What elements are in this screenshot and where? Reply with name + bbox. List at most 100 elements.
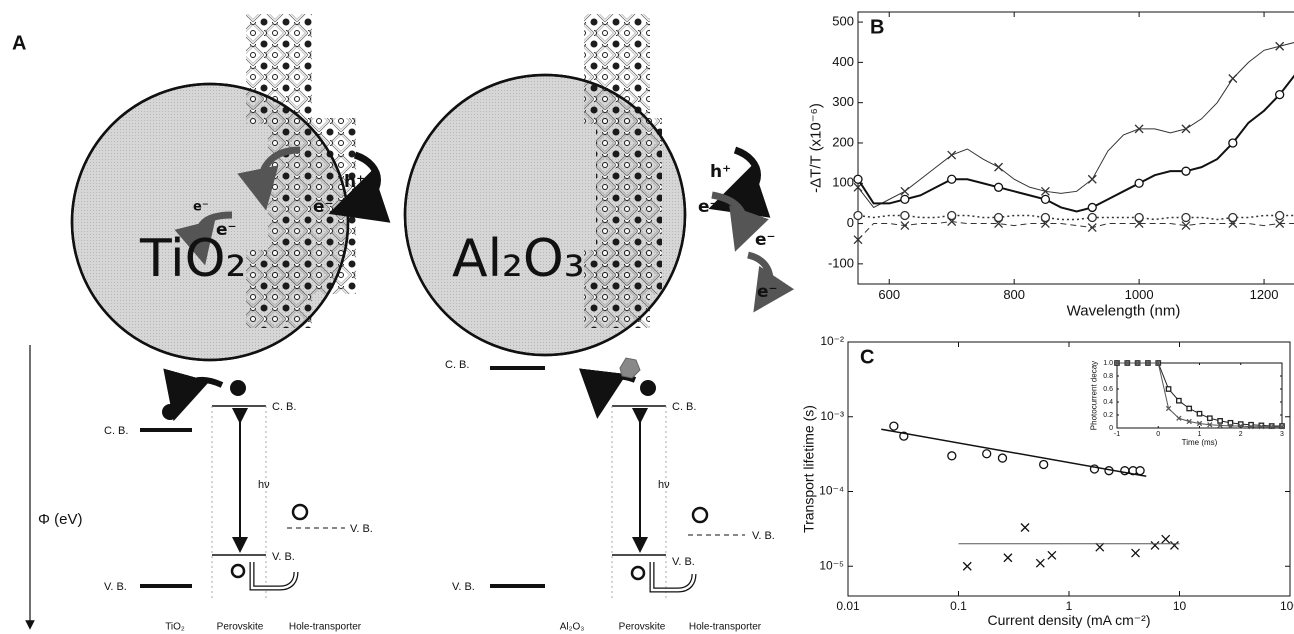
- marker: [1196, 420, 1203, 427]
- marker: [1258, 424, 1265, 430]
- y-tick-label: 1.0: [1103, 360, 1113, 367]
- layer-label: TiO₂: [165, 622, 185, 633]
- marker: [1181, 221, 1191, 231]
- marker: [853, 210, 863, 221]
- marker: [853, 174, 863, 184]
- x-tick-label: 100: [1280, 599, 1294, 613]
- marker: [1181, 166, 1191, 176]
- marker: [1047, 550, 1057, 560]
- marker: [1186, 405, 1193, 412]
- series-line: [857, 74, 1294, 213]
- material-label: Al₂O₃: [452, 229, 585, 289]
- plot-frame: [1116, 362, 1283, 429]
- level-label: V. B.: [104, 581, 127, 593]
- level-label: V. B.: [272, 551, 295, 563]
- marker: [1169, 540, 1179, 550]
- marker: [1207, 422, 1213, 428]
- marker: [982, 449, 992, 459]
- charge-label: e⁻: [216, 220, 237, 240]
- charge-label: e⁻: [313, 197, 334, 217]
- y-tick-label: 0.8: [1103, 373, 1113, 380]
- panel-label: B: [870, 16, 884, 38]
- marker: [1275, 219, 1285, 229]
- marker: [1161, 534, 1171, 544]
- x-tick-label: 3: [1280, 431, 1284, 438]
- chart: 600800100012001400-1000100200300400500BW…: [807, 11, 1294, 319]
- x-tick-label: 800: [1003, 287, 1025, 302]
- marker: [1228, 138, 1238, 148]
- series-line: [857, 214, 1294, 221]
- x-tick-label: -1: [1114, 431, 1120, 438]
- marker: [1150, 540, 1160, 550]
- energy-diagrams: Φ (eV) C. B. C. B. V. B. V. B. V. B. hν …: [25, 345, 775, 633]
- marker: [1040, 186, 1050, 196]
- marker: [900, 194, 910, 205]
- marker: [947, 210, 957, 221]
- y-axis-label: Transport lifetime (s): [800, 405, 816, 533]
- panel-a: A TiO₂ e⁻ e⁻ e⁻ h⁺ Al₂O₃ h⁺ e⁻ e⁻ e⁻: [12, 14, 795, 362]
- y-axis-label: Photocurrent decay: [1090, 361, 1099, 430]
- y-tick-label: 10⁻⁴: [819, 484, 844, 498]
- marker: [1227, 423, 1234, 429]
- y-tick-label: 100: [832, 175, 854, 190]
- charge-label: e⁻: [698, 197, 719, 217]
- marker: [1228, 219, 1238, 229]
- layer-label: Hole-transporter: [689, 622, 762, 633]
- level-label: C. B.: [272, 401, 296, 413]
- y-tick-label: 500: [832, 14, 854, 29]
- y-tick-label: 0.4: [1103, 399, 1113, 406]
- y-tick-label: -100: [828, 255, 854, 270]
- series-line: [857, 42, 1294, 209]
- y-tick-label: 0.2: [1103, 412, 1113, 419]
- marker: [1217, 417, 1223, 424]
- marker: [1165, 405, 1172, 412]
- marker: [1238, 423, 1244, 429]
- marker: [1269, 424, 1275, 430]
- marker: [1155, 360, 1161, 366]
- marker: [1135, 466, 1145, 476]
- charge-label: e⁻: [755, 230, 776, 250]
- marker: [994, 219, 1004, 229]
- x-axis-label: Current density (mA cm⁻²): [988, 612, 1151, 628]
- marker: [1134, 212, 1144, 223]
- electron-arrow: [746, 251, 795, 313]
- level-label: C. B.: [445, 359, 469, 371]
- marker: [1087, 212, 1097, 223]
- marker: [900, 186, 910, 196]
- marker: [947, 451, 957, 461]
- marker: [1186, 418, 1192, 425]
- marker: [1228, 212, 1238, 223]
- x-tick-label: 1000: [1125, 287, 1154, 302]
- y-tick-label: 10⁻²: [820, 334, 844, 348]
- x-tick-label: 0.1: [950, 599, 967, 613]
- marker: [947, 174, 957, 184]
- marker: [1176, 397, 1182, 404]
- energy-axis-label: Φ (eV): [38, 511, 82, 528]
- x-tick-label: 1200: [1250, 287, 1279, 302]
- marker: [993, 212, 1004, 223]
- level-label: V. B.: [672, 556, 695, 568]
- marker: [1003, 553, 1013, 563]
- charge-label: e⁻: [757, 282, 778, 302]
- marker: [962, 561, 972, 571]
- marker: [889, 421, 899, 431]
- hole-arrow: [328, 151, 391, 223]
- level-label: C. B.: [672, 401, 696, 413]
- marker: [1275, 41, 1285, 51]
- marker: [997, 453, 1008, 463]
- layer-label: Hole-transporter: [289, 622, 362, 633]
- x-tick-label: 0: [1156, 431, 1160, 438]
- marker: [1134, 124, 1144, 134]
- marker: [1145, 360, 1151, 366]
- series-line: [881, 428, 1147, 477]
- marker: [1275, 89, 1285, 100]
- level-label: V. B.: [350, 523, 373, 535]
- marker: [1248, 424, 1254, 430]
- layer-label: Al₂O₃: [560, 622, 585, 633]
- marker: [947, 217, 957, 227]
- marker: [1124, 360, 1130, 366]
- marker: [1020, 523, 1030, 532]
- marker: [1196, 410, 1203, 417]
